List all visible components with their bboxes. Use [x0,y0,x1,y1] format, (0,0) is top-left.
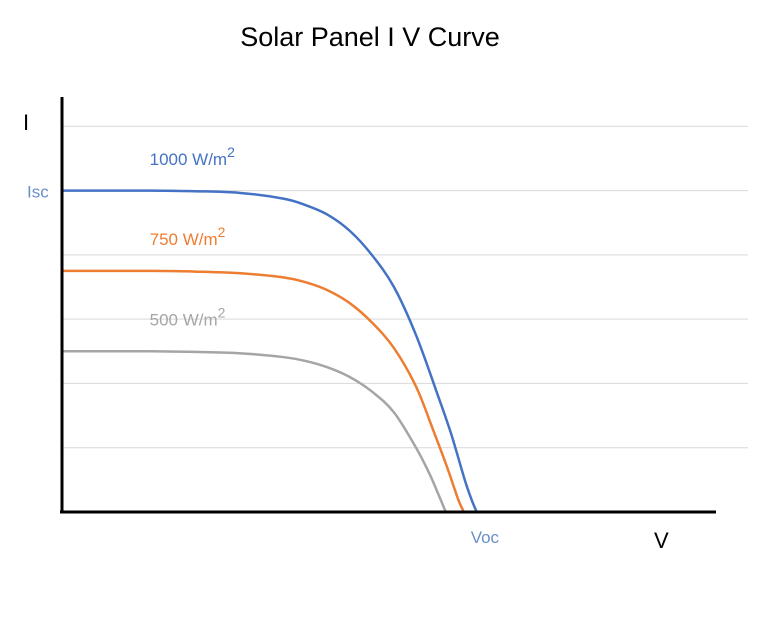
series-lines [61,189,478,513]
chart-title: Solar Panel I V Curve [240,22,500,52]
series-line-0 [61,189,478,513]
series-labels: 1000 W/m2 750 W/m2 500 W/m2 [150,144,235,330]
series-label-2: 500 W/m2 [150,305,226,330]
tick-labels: Isc Voc [27,183,500,547]
series-label-1: 750 W/m2 [150,224,226,249]
axes [60,97,716,514]
x-axis-label: V [654,528,669,553]
series-line-2 [61,349,447,513]
series-label-0: 1000 W/m2 [150,144,235,169]
gridlines [62,125,748,449]
series-line-1 [62,269,466,513]
x-tick-label-0: Voc [471,528,500,547]
y-axis-label: I [23,110,29,135]
y-tick-label-0: Isc [27,183,49,202]
